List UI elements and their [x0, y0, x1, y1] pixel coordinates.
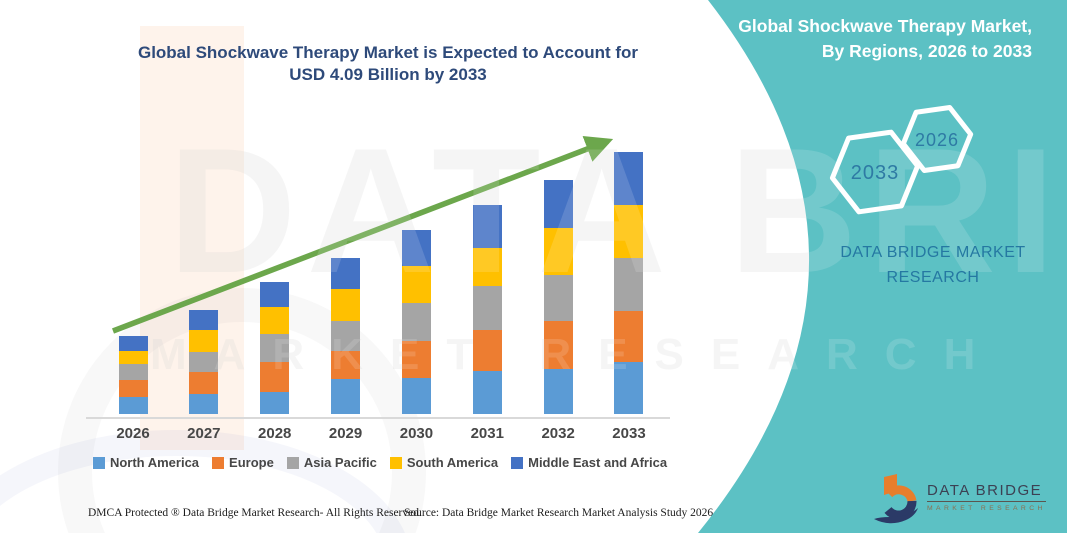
legend-item-north-america: North America: [92, 455, 200, 470]
legend-item-europe: Europe: [212, 455, 274, 470]
x-tick-2029: 2029: [328, 425, 363, 442]
x-tick-2033: 2033: [612, 425, 646, 442]
bar-segment-middle-east-and-africa: [260, 282, 290, 308]
x-axis-line: [86, 417, 670, 419]
bar-segment-europe: [614, 310, 644, 362]
bar-segment-south-america: [189, 329, 219, 352]
footer-source-text: Source: Data Bridge Market Research Mark…: [404, 507, 714, 519]
bar-segment-asia-pacific: [331, 321, 361, 351]
bar-2032: [543, 179, 573, 414]
bar-segment-europe: [401, 341, 431, 379]
bar-2028: [260, 282, 290, 414]
bar-segment-south-america: [401, 266, 431, 304]
bar-segment-south-america: [260, 307, 290, 335]
bar-2029: [331, 257, 361, 414]
x-tick-2032: 2032: [541, 425, 575, 442]
legend-swatch: [511, 456, 524, 469]
bar-segment-north-america: [260, 392, 290, 414]
bar-segment-middle-east-and-africa: [401, 229, 431, 267]
bar-segment-middle-east-and-africa: [118, 336, 148, 351]
bar-segment-north-america: [472, 371, 502, 414]
bar-segment-middle-east-and-africa: [614, 152, 644, 205]
bar-segment-middle-east-and-africa: [331, 257, 361, 290]
bar-segment-asia-pacific: [118, 364, 148, 380]
bar-2031: [472, 204, 502, 414]
x-tick-2027: 2027: [187, 425, 221, 442]
bar-segment-north-america: [543, 369, 573, 414]
bar-segment-europe: [118, 379, 148, 398]
bar-segment-asia-pacific: [614, 258, 644, 311]
bar-segment-south-america: [543, 228, 573, 275]
legend-label: Middle East and Africa: [528, 455, 668, 470]
legend-item-middle-east-and-africa: Middle East and Africa: [511, 455, 667, 470]
x-tick-2026: 2026: [116, 425, 150, 442]
chart-title: Global Shockwave Therapy Market is Expec…: [58, 42, 718, 86]
footer-dmca-text: DMCA Protected ® Data Bridge Market Rese…: [88, 507, 422, 519]
bar-segment-north-america: [331, 378, 361, 414]
bar-segment-middle-east-and-africa: [472, 204, 502, 248]
bar-segment-europe: [543, 320, 573, 370]
bar-segment-asia-pacific: [260, 334, 290, 362]
x-tick-2031: 2031: [470, 425, 504, 442]
bar-segment-middle-east-and-africa: [543, 179, 573, 229]
bar-segment-north-america: [614, 361, 644, 414]
bar-segment-north-america: [118, 397, 148, 414]
chart-title-line2: USD 4.09 Billion by 2033: [289, 65, 487, 84]
bar-2027: [189, 309, 219, 414]
bar-2033: [614, 152, 644, 414]
legend-label: Europe: [229, 455, 274, 470]
bar-segment-south-america: [331, 289, 361, 322]
legend-item-asia-pacific: Asia Pacific: [286, 455, 377, 470]
chart-title-line1: Global Shockwave Therapy Market is Expec…: [137, 43, 639, 62]
bar-segment-south-america: [118, 350, 148, 365]
legend-swatch: [212, 456, 225, 469]
x-tick-2028: 2028: [258, 425, 292, 442]
legend-item-south-america: South America: [389, 455, 499, 470]
bar-segment-europe: [260, 361, 290, 393]
bar-segment-asia-pacific: [401, 303, 431, 342]
legend-label: South America: [406, 455, 499, 470]
legend-swatch: [92, 456, 105, 469]
bar-segment-europe: [189, 372, 219, 395]
legend: North America Europe Asia Pacific South Ame…: [30, 455, 730, 470]
legend-label: Asia Pacific: [303, 455, 377, 470]
legend-swatch: [389, 456, 402, 469]
bar-2026: [118, 336, 148, 414]
x-tick-2030: 2030: [399, 425, 434, 442]
legend-label: North America: [109, 455, 200, 470]
bar-segment-europe: [472, 329, 502, 372]
bar-segment-north-america: [189, 394, 219, 414]
bar-segment-asia-pacific: [189, 351, 219, 373]
bar-segment-middle-east-and-africa: [189, 309, 219, 330]
bar-2030: [401, 229, 431, 414]
bar-segment-north-america: [401, 378, 431, 414]
bar-segment-europe: [331, 350, 361, 379]
legend-swatch: [286, 456, 299, 469]
bar-segment-asia-pacific: [472, 286, 502, 330]
bar-segment-south-america: [614, 204, 644, 259]
bar-segment-asia-pacific: [543, 274, 573, 321]
bar-segment-south-america: [472, 247, 502, 287]
